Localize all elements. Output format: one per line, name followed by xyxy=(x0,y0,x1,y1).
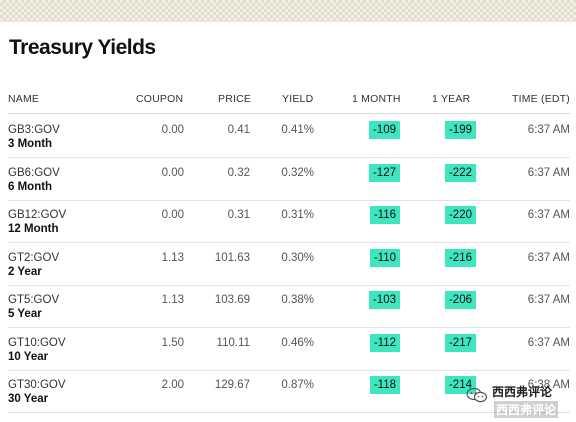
row-yield: 0.46% xyxy=(281,336,314,349)
row-1-year-change: -217 xyxy=(444,333,476,352)
row-ticker: GT5:GOV xyxy=(8,294,60,306)
row-ticker: GB6:GOV xyxy=(8,166,60,179)
row-yield: 0.38% xyxy=(281,294,314,306)
row-1-month-change: -110 xyxy=(369,248,400,267)
row-1-year-change: -206 xyxy=(444,291,476,309)
row-price: 101.63 xyxy=(214,251,250,264)
table-row: GT30:GOV 30 Year 2.00 129.67 0.87% -118 -214 6:… xyxy=(8,371,570,413)
row-yield: 0.30% xyxy=(281,251,314,264)
row-tenor: 12 Month xyxy=(8,223,59,235)
row-tenor: 30 Year xyxy=(8,393,49,405)
row-coupon: 1.13 xyxy=(161,251,184,264)
table-header: NAME COUPON PRICE YIELD 1 MONTH 1 YEAR T… xyxy=(8,88,570,114)
row-coupon: 0.00 xyxy=(161,209,184,221)
top-pattern-band xyxy=(0,0,576,22)
row-1-month-change: -116 xyxy=(369,206,400,224)
row-time: 6:37 AM xyxy=(527,251,570,264)
row-time: 6:37 AM xyxy=(527,124,570,136)
row-price: 110.11 xyxy=(216,336,250,349)
row-1-year-change: -214 xyxy=(444,376,476,394)
table-row: GB6:GOV 6 Month 0.00 0.32 0.32% -127 -222 6:37 … xyxy=(8,159,570,201)
watermark-text-1: 西西弗评论 xyxy=(492,385,553,399)
row-1-month-change: -109 xyxy=(368,121,400,139)
row-1-month-change: -118 xyxy=(369,376,400,394)
row-yield: 0.32% xyxy=(281,166,314,179)
row-coupon: 1.50 xyxy=(161,336,184,349)
page-title: Treasury Yields xyxy=(9,36,156,59)
row-time: 6:37 AM xyxy=(527,209,570,221)
row-time: 6:37 AM xyxy=(527,336,570,349)
header-1-year: 1 YEAR xyxy=(432,93,471,105)
row-time: 6:38 AM xyxy=(527,379,570,391)
header-coupon: COUPON xyxy=(136,93,184,105)
table-row: GB12:GOV 12 Month 0.00 0.31 0.31% -116 -220 6:3… xyxy=(8,201,570,243)
row-ticker: GB3:GOV xyxy=(8,124,60,136)
wechat-icon xyxy=(466,387,488,403)
row-tenor: 3 Month xyxy=(8,138,53,150)
row-price: 0.31 xyxy=(227,209,250,221)
table-row: GB3:GOV 3 Month 0.00 0.41 0.41% -109 -199 6:37 … xyxy=(8,116,570,158)
row-coupon: 0.00 xyxy=(161,124,184,136)
row-yield: 0.87% xyxy=(281,379,314,391)
header-name: NAME xyxy=(8,93,40,105)
table-row: GT5:GOV 5 Year 1.13 103.69 0.38% -103 -206 6:37… xyxy=(8,286,570,328)
row-price: 103.69 xyxy=(214,294,250,306)
header-price: PRICE xyxy=(218,93,252,105)
header-yield: YIELD xyxy=(282,93,314,105)
row-1-month-change: -127 xyxy=(368,163,400,182)
row-tenor: 2 Year xyxy=(8,265,42,278)
row-coupon: 1.13 xyxy=(161,294,184,306)
row-yield: 0.41% xyxy=(281,124,314,136)
row-tenor: 10 Year xyxy=(8,350,49,363)
row-yield: 0.31% xyxy=(281,209,314,221)
row-ticker: GT30:GOV xyxy=(8,379,66,391)
row-1-year-change: -199 xyxy=(444,121,476,139)
header-time: TIME (EDT) xyxy=(512,93,570,105)
row-tenor: 6 Month xyxy=(8,180,53,193)
watermark-text-2: 西西弗评论 xyxy=(494,401,559,418)
row-ticker: GT2:GOV xyxy=(8,251,60,264)
header-1-month: 1 MONTH xyxy=(352,93,401,105)
row-ticker: GB12:GOV xyxy=(8,209,67,221)
row-1-year-change: -216 xyxy=(444,248,476,267)
table-row: GT10:GOV 10 Year 1.50 110.11 0.46% -112 -217 6:… xyxy=(8,329,570,371)
row-ticker: GT10:GOV xyxy=(8,336,66,349)
row-price: 129.67 xyxy=(214,379,250,391)
row-coupon: 2.00 xyxy=(161,379,184,391)
row-1-year-change: -220 xyxy=(444,206,476,224)
table-row: GT2:GOV 2 Year 1.13 101.63 0.30% -110 -216 6:37… xyxy=(8,244,570,286)
row-time: 6:37 AM xyxy=(527,294,570,306)
row-1-year-change: -222 xyxy=(444,163,476,182)
row-1-month-change: -112 xyxy=(369,333,400,352)
row-1-month-change: -103 xyxy=(368,291,400,309)
row-time: 6:37 AM xyxy=(527,166,570,179)
row-price: 0.32 xyxy=(227,166,250,179)
row-tenor: 5 Year xyxy=(8,308,42,320)
row-coupon: 0.00 xyxy=(161,166,184,179)
row-price: 0.41 xyxy=(227,124,250,136)
watermark: 西西弗评论 西西弗评论 xyxy=(466,381,574,419)
